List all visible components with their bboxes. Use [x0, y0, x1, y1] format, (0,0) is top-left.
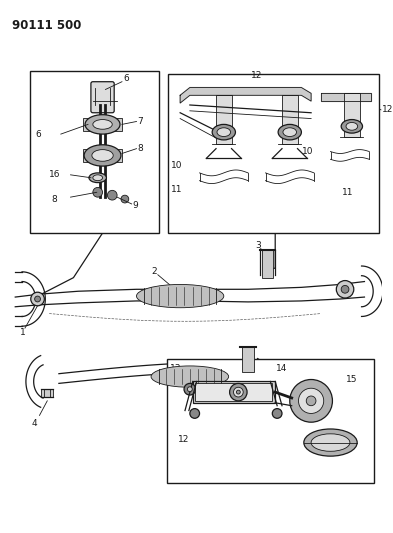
FancyBboxPatch shape	[344, 93, 360, 137]
Ellipse shape	[304, 429, 357, 456]
Bar	[167, 359, 374, 483]
Bar	[262, 251, 273, 278]
Text: 11: 11	[171, 185, 183, 194]
Ellipse shape	[311, 434, 350, 451]
Text: 3: 3	[255, 241, 261, 250]
Ellipse shape	[92, 150, 113, 161]
Text: 6: 6	[123, 74, 129, 83]
Ellipse shape	[136, 285, 224, 308]
Ellipse shape	[93, 175, 103, 181]
Circle shape	[290, 379, 332, 422]
Ellipse shape	[151, 366, 229, 387]
Bar	[242, 348, 254, 372]
Circle shape	[237, 390, 240, 394]
Circle shape	[121, 195, 129, 203]
Polygon shape	[180, 87, 311, 103]
FancyBboxPatch shape	[216, 95, 231, 144]
Ellipse shape	[93, 119, 112, 129]
Ellipse shape	[278, 124, 301, 140]
Text: 2: 2	[151, 268, 157, 276]
Text: 16: 16	[49, 171, 61, 179]
FancyBboxPatch shape	[195, 383, 272, 401]
Text: 90111 500: 90111 500	[12, 19, 82, 32]
Circle shape	[93, 188, 103, 197]
Ellipse shape	[89, 173, 107, 183]
Circle shape	[184, 383, 196, 395]
Ellipse shape	[283, 128, 297, 136]
Circle shape	[341, 285, 349, 293]
Circle shape	[306, 396, 316, 406]
Circle shape	[35, 296, 40, 302]
Text: 6: 6	[36, 130, 41, 139]
Text: 10: 10	[302, 147, 314, 156]
Ellipse shape	[346, 123, 358, 130]
Ellipse shape	[217, 128, 231, 136]
Circle shape	[336, 280, 354, 298]
Circle shape	[31, 292, 44, 306]
Text: 10: 10	[171, 160, 183, 169]
Text: 12: 12	[251, 71, 263, 80]
Text: 13: 13	[169, 365, 181, 373]
Bar	[83, 118, 122, 131]
Text: 1: 1	[20, 328, 26, 337]
FancyBboxPatch shape	[193, 382, 275, 403]
Text: 12: 12	[178, 435, 189, 444]
Polygon shape	[321, 93, 371, 101]
Circle shape	[107, 190, 117, 200]
FancyBboxPatch shape	[91, 82, 114, 113]
Circle shape	[299, 388, 324, 414]
Text: 14: 14	[276, 365, 288, 373]
Text: 9: 9	[132, 201, 138, 211]
Ellipse shape	[85, 115, 120, 134]
Text: 7: 7	[138, 117, 143, 126]
Circle shape	[230, 383, 247, 401]
Bar	[167, 74, 379, 233]
Text: 4: 4	[32, 418, 37, 427]
Text: 11: 11	[342, 188, 354, 197]
Bar	[41, 389, 53, 397]
Text: 8: 8	[138, 144, 143, 153]
Circle shape	[272, 409, 282, 418]
Circle shape	[187, 387, 192, 392]
Text: 5: 5	[209, 394, 215, 403]
Ellipse shape	[212, 124, 235, 140]
Bar	[30, 71, 159, 233]
Circle shape	[233, 387, 243, 397]
Ellipse shape	[84, 145, 121, 166]
Text: 15: 15	[346, 375, 358, 384]
Text: 12: 12	[382, 106, 393, 115]
FancyBboxPatch shape	[282, 95, 298, 144]
Bar	[83, 149, 122, 162]
Circle shape	[190, 409, 200, 418]
Text: 8: 8	[51, 195, 57, 204]
Ellipse shape	[341, 119, 362, 133]
